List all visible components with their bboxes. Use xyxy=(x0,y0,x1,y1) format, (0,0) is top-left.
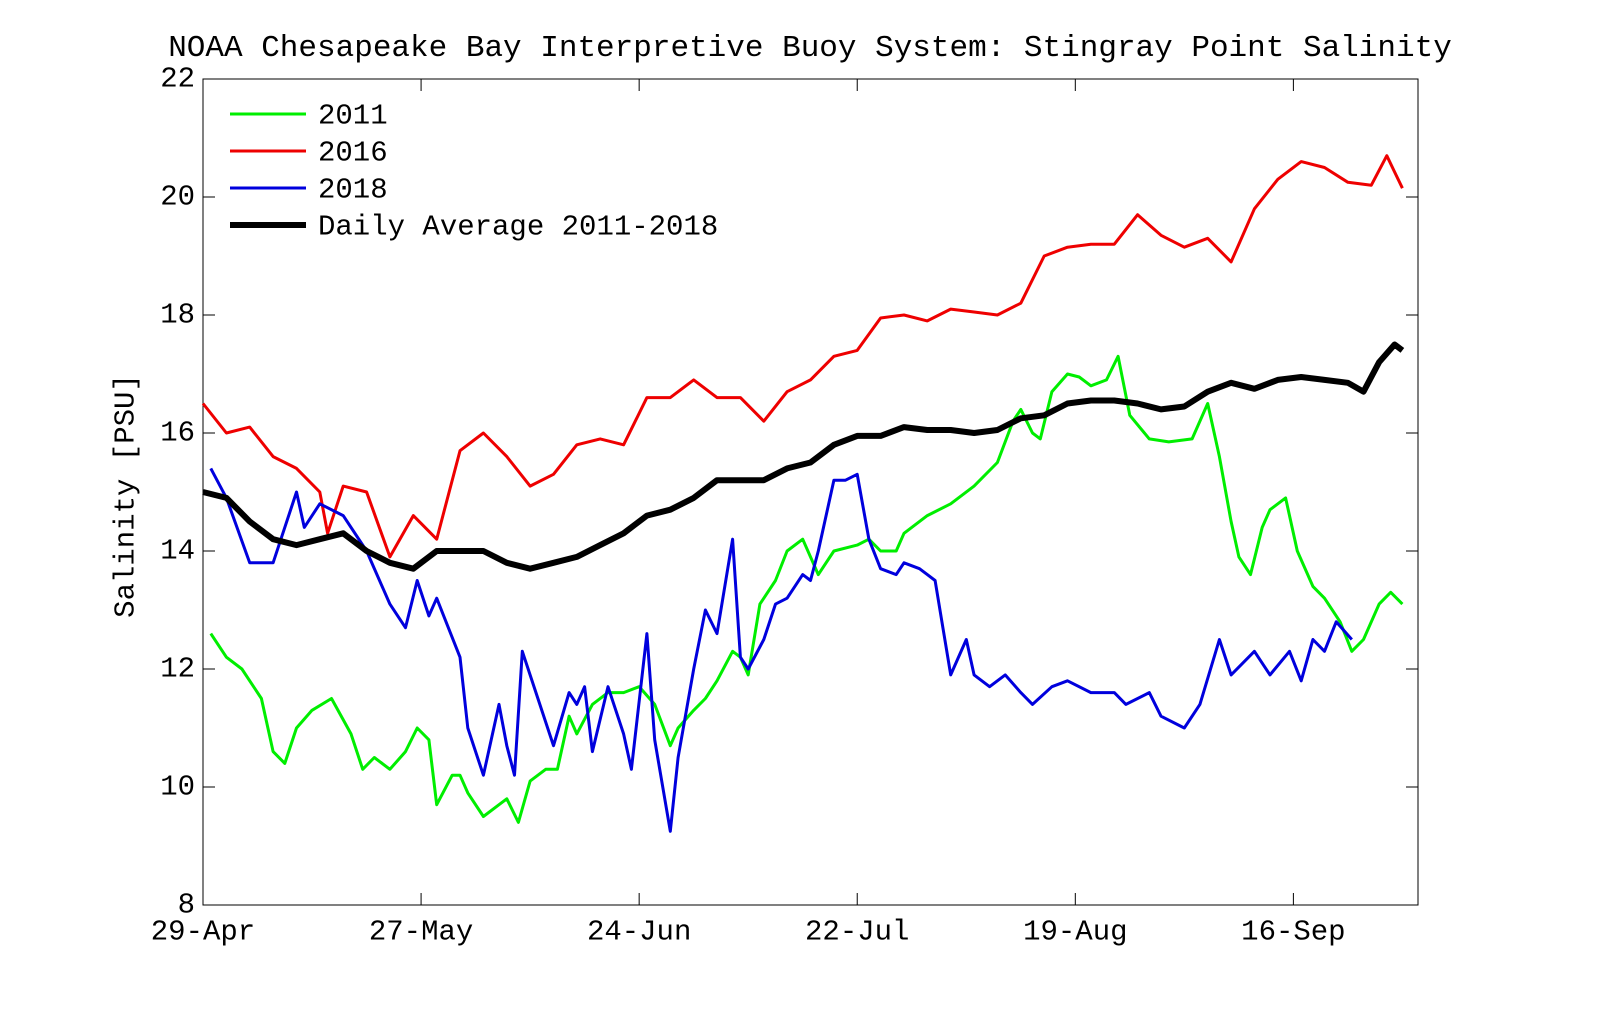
x-tick-label: 22-Jul xyxy=(805,916,909,949)
y-axis-label: Salinity [PSU] xyxy=(110,374,143,618)
series-line xyxy=(202,341,1405,572)
y-tick-label: 8 xyxy=(178,889,195,922)
y-tick-label: 16 xyxy=(160,417,195,450)
x-tick-label: 27-May xyxy=(369,916,473,949)
x-tick-label: 29-Apr xyxy=(151,916,255,949)
y-tick-label: 12 xyxy=(160,653,195,686)
y-tick-label: 14 xyxy=(160,535,195,568)
series-line xyxy=(209,467,1353,833)
y-tick-label: 20 xyxy=(160,181,195,214)
y-tick-label: 10 xyxy=(160,771,195,804)
legend-label: 2018 xyxy=(318,174,388,207)
legend-label: Daily Average 2011-2018 xyxy=(318,211,718,244)
x-tick-label: 16-Sep xyxy=(1241,916,1345,949)
y-tick-label: 22 xyxy=(160,63,195,96)
x-tick-label: 24-Jun xyxy=(587,916,691,949)
y-tick-label: 18 xyxy=(160,299,195,332)
series-line xyxy=(201,154,1404,559)
x-tick-label: 19-Aug xyxy=(1023,916,1127,949)
legend-label: 2016 xyxy=(318,137,388,170)
legend-label: 2011 xyxy=(318,100,388,133)
series-line xyxy=(209,354,1404,824)
chart-title: NOAA Chesapeake Bay Interpretive Buoy Sy… xyxy=(168,31,1452,66)
